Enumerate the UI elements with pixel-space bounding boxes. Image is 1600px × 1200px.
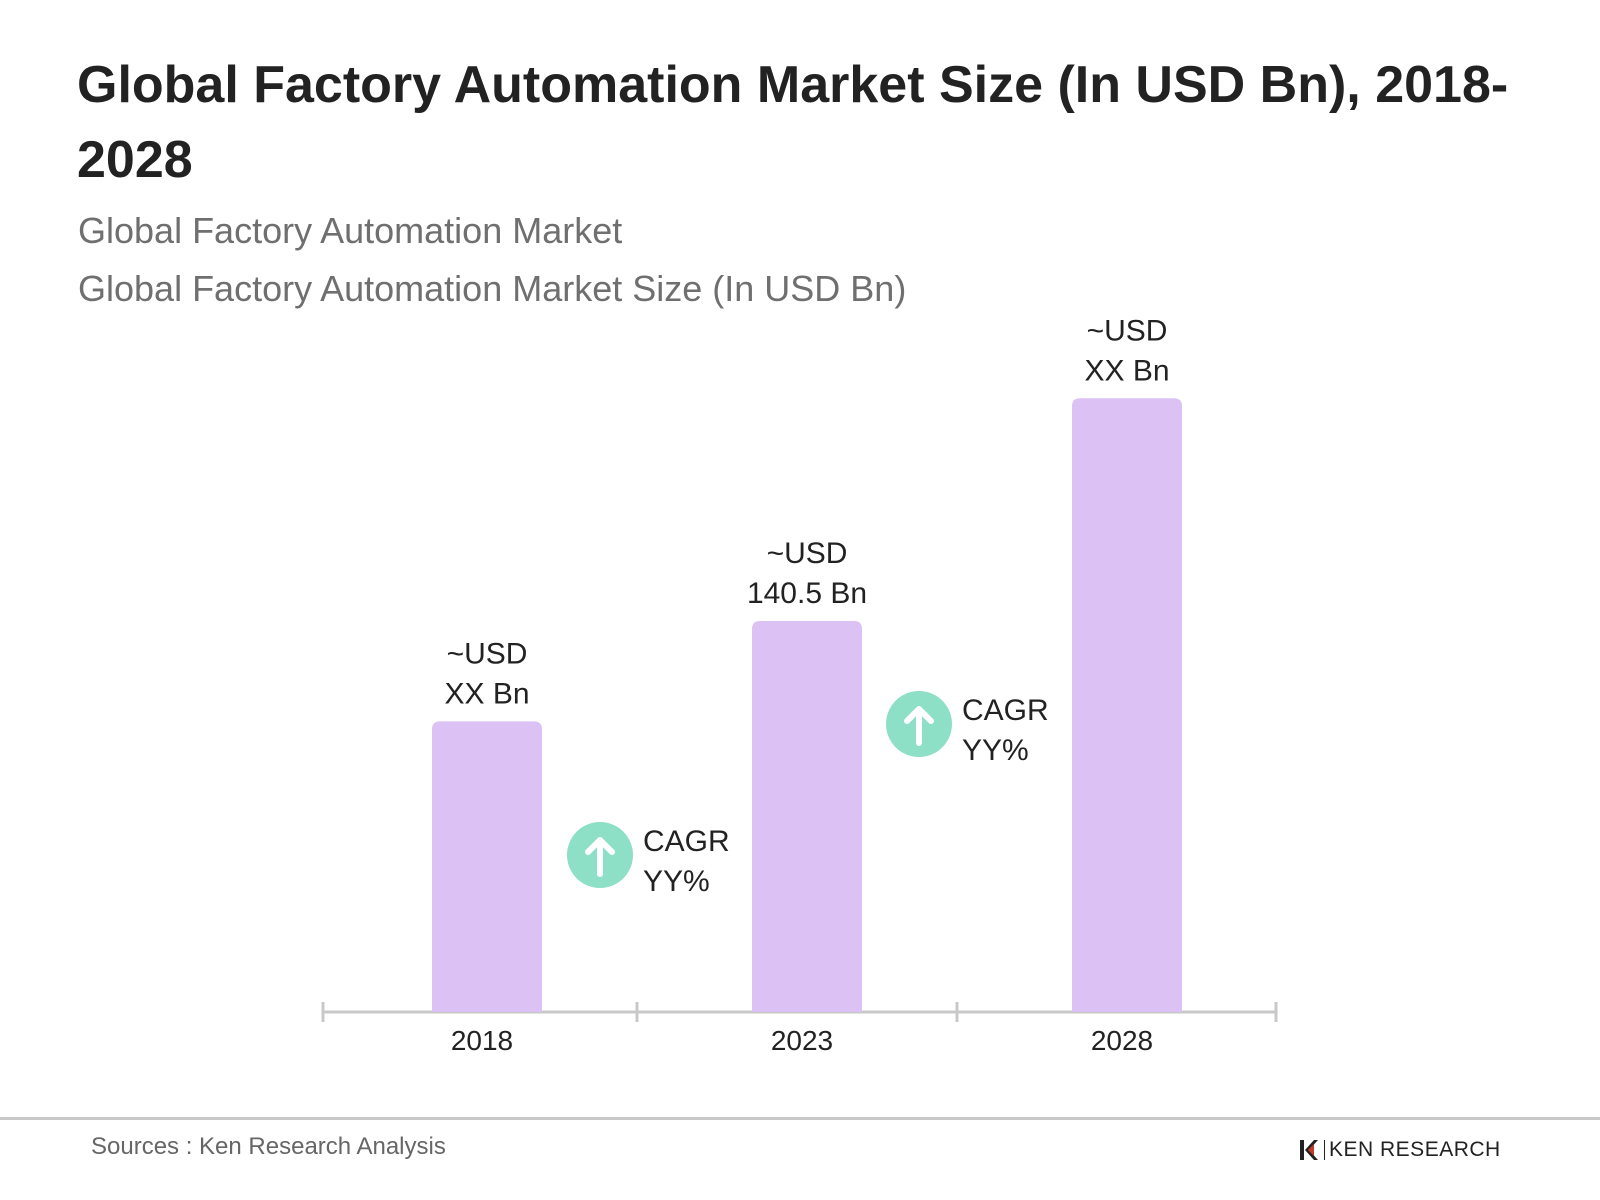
x-tick-label: 2023 bbox=[771, 1025, 833, 1056]
sources-note: Sources : Ken Research Analysis bbox=[91, 1133, 446, 1160]
chart-subtitle-1: Global Factory Automation Market bbox=[78, 210, 623, 251]
data-label: ~USD bbox=[447, 637, 528, 670]
cagr-label: YY% bbox=[643, 865, 710, 898]
data-label: XX Bn bbox=[1084, 354, 1169, 387]
bar-2023 bbox=[752, 620, 862, 1012]
bar-2028 bbox=[1072, 398, 1182, 1012]
cagr-label: YY% bbox=[962, 734, 1029, 767]
data-label: 140.5 Bn bbox=[747, 577, 867, 610]
logo-text: KEN RESEARCH bbox=[1329, 1138, 1501, 1161]
arrow-up-icon bbox=[904, 706, 934, 746]
bar-2018 bbox=[432, 721, 542, 1012]
chart-subtitle-2: Global Factory Automation Market Size (I… bbox=[78, 268, 907, 309]
data-label: ~USD bbox=[767, 537, 848, 570]
cagr-label: CAGR bbox=[643, 825, 730, 858]
data-label: ~USD bbox=[1087, 314, 1168, 347]
footer-divider bbox=[0, 1117, 1600, 1120]
x-tick-label: 2028 bbox=[1091, 1025, 1153, 1056]
ken-research-logo: KEN RESEARCH bbox=[1298, 1138, 1501, 1162]
ken-research-logo-icon bbox=[1300, 1140, 1318, 1160]
data-label: XX Bn bbox=[444, 677, 529, 710]
chart-title: Global Factory Automation Market Size (I… bbox=[77, 56, 1509, 189]
x-tick-label: 2018 bbox=[451, 1025, 513, 1056]
arrow-up-icon bbox=[585, 837, 615, 877]
cagr-label: CAGR bbox=[962, 694, 1049, 727]
